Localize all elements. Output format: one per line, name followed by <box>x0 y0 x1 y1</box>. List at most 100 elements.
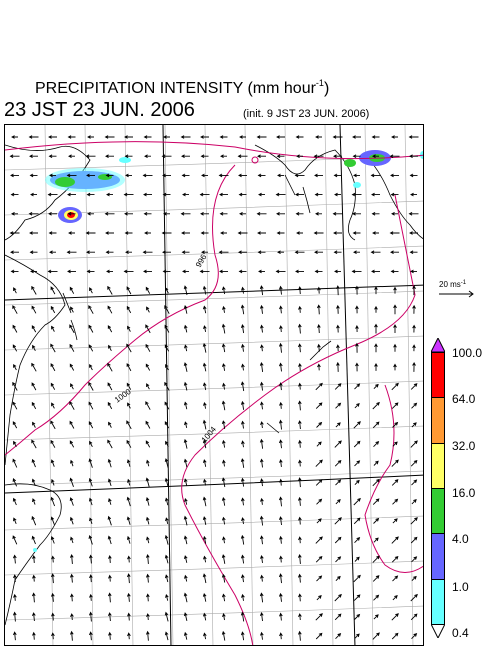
wind-arrow <box>183 324 188 333</box>
wind-arrow <box>30 269 37 274</box>
wind-arrow <box>408 135 419 139</box>
wind-arrow <box>51 478 55 486</box>
wind-arrow <box>220 231 227 235</box>
wind-arrow <box>277 250 284 254</box>
wind-arrow <box>69 553 74 564</box>
colorbar-label: 64.0 <box>452 392 476 406</box>
wind-arrow <box>163 212 170 216</box>
wind-arrow <box>163 135 170 139</box>
wind-arrow <box>276 231 285 235</box>
wind-arrow <box>12 631 17 641</box>
wind-arrow <box>9 231 20 235</box>
wind-arrow <box>370 173 381 178</box>
reference-arrow-icon <box>439 290 474 298</box>
wind-arrow <box>352 212 361 216</box>
wind-arrow <box>28 135 39 139</box>
wind-arrow <box>392 595 398 601</box>
colorbar-cell <box>431 533 445 580</box>
wind-arrow <box>410 459 418 467</box>
wind-arrow <box>126 305 132 314</box>
wind-arrow <box>183 401 188 410</box>
wind-arrow <box>184 421 188 429</box>
wind-arrow <box>88 611 93 622</box>
wind-arrow <box>86 250 95 254</box>
wind-arrow <box>352 231 361 235</box>
wind-arrow <box>127 478 131 486</box>
wind-arrow <box>145 477 150 488</box>
wind-arrow <box>202 516 207 525</box>
wind-arrow <box>203 555 207 563</box>
wind-arrow <box>391 459 399 467</box>
wind-arrow <box>202 305 207 314</box>
wind-arrow <box>164 401 170 410</box>
wind-arrow <box>298 613 302 621</box>
wind-arrow <box>332 212 343 216</box>
wind-arrow <box>70 536 74 544</box>
wind-arrow <box>145 286 151 294</box>
wind-vectors <box>9 135 419 641</box>
wind-arrow <box>202 439 207 449</box>
wind-arrow <box>295 212 304 216</box>
wind-arrow <box>48 154 57 158</box>
wind-arrow <box>202 285 207 295</box>
wind-arrow <box>256 212 267 216</box>
wind-arrow <box>237 231 248 235</box>
wind-arrow <box>49 173 56 178</box>
wind-arrow <box>165 440 169 448</box>
wind-arrow <box>241 363 245 371</box>
wind-arrow <box>316 498 323 505</box>
wind-arrow <box>50 496 56 507</box>
wind-arrow <box>279 632 283 640</box>
wind-arrow <box>259 304 264 314</box>
wind-arrow <box>202 459 207 467</box>
wind-arrow <box>259 285 264 296</box>
wind-arrow <box>353 173 360 178</box>
wind-arrow <box>12 497 17 506</box>
wind-arrow <box>165 517 169 525</box>
contour-label: 996 <box>194 252 209 269</box>
wind-arrow <box>333 231 342 235</box>
wind-arrow <box>125 173 132 178</box>
wind-arrow <box>240 477 245 487</box>
wind-arrow <box>221 286 226 295</box>
wind-arrow <box>354 479 360 486</box>
main-graticule <box>5 125 423 645</box>
wind-arrow <box>393 343 397 352</box>
wind-arrow <box>29 154 38 158</box>
wind-arrow <box>353 440 361 448</box>
wind-arrow <box>146 536 150 544</box>
wind-arrow <box>203 478 207 486</box>
wind-arrow <box>260 401 264 410</box>
wind-arrow <box>334 613 342 621</box>
wind-arrow <box>180 212 191 216</box>
wind-arrow <box>200 154 209 158</box>
wind-arrow <box>48 231 57 235</box>
wind-arrow <box>69 401 75 410</box>
wind-arrow <box>393 304 397 315</box>
wind-arrow <box>48 135 57 139</box>
wind-arrow <box>412 344 416 352</box>
wind-arrow <box>13 574 17 583</box>
wind-arrow <box>372 555 380 563</box>
wind-arrow <box>240 420 245 429</box>
wind-arrow <box>199 269 210 274</box>
wind-arrow <box>13 287 17 294</box>
wind-arrow <box>296 154 303 158</box>
wind-arrow <box>373 383 379 390</box>
wind-arrow <box>67 269 76 274</box>
wind-arrow <box>412 304 416 314</box>
wind-arrow <box>409 250 418 254</box>
wind-arrow <box>334 269 341 274</box>
weather-map: 996 1000 1004 <box>4 124 424 646</box>
wind-arrow <box>408 212 419 216</box>
wind-arrow <box>126 535 131 544</box>
wind-arrow <box>391 402 399 409</box>
wind-arrow <box>164 611 169 622</box>
wind-arrow <box>181 154 190 158</box>
wind-arrow <box>126 343 132 353</box>
wind-arrow <box>50 382 56 390</box>
wind-arrow <box>316 421 323 428</box>
wind-arrow <box>183 438 188 449</box>
wind-arrow <box>390 269 399 274</box>
wind-arrow <box>260 631 264 640</box>
